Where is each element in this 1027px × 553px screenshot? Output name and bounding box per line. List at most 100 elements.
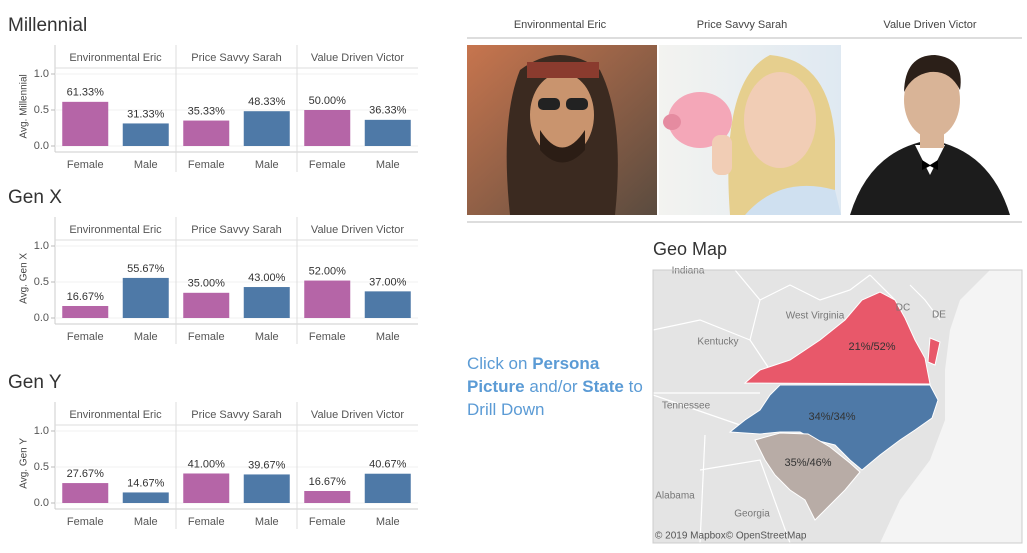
place-label: DE [932,310,946,321]
place-label: Kentucky [697,337,738,348]
map-frame [652,269,1023,544]
instruction-part: Drill Down [467,400,544,419]
value-label: 39.67% [248,459,286,471]
bar [62,305,109,318]
x-tick-label: Male [134,159,158,171]
persona-picture[interactable] [843,45,1022,215]
value-label: 52.00% [309,265,347,277]
y-tick-label: 1.0 [34,240,49,252]
y-tick-label: 0.5 [34,461,49,473]
persona-label[interactable]: Value Driven Victor [883,19,976,31]
value-label: 35.00% [188,278,226,290]
state-label: 35%/46% [784,457,831,469]
bar [122,277,169,318]
value-label: 16.67% [67,291,105,303]
panel-header: Environmental Eric [69,52,162,64]
instruction-part: to [624,377,643,396]
x-tick-label: Male [376,159,400,171]
value-label: 35.33% [188,105,226,117]
x-tick-label: Male [255,331,279,343]
value-label: 41.00% [188,458,226,470]
map-attribution: © 2019 Mapbox© OpenStreetMap [655,531,807,542]
x-tick-label: Female [309,516,346,528]
bar [243,474,290,503]
instruction-part: Persona [532,354,600,373]
panel-header: Environmental Eric [69,224,162,236]
y-tick-label: 0.0 [34,140,49,152]
value-label: 27.67% [67,468,105,480]
bar [62,483,109,503]
value-label: 40.67% [369,459,407,471]
value-label: 36.33% [369,105,407,117]
x-tick-label: Female [188,516,225,528]
state[interactable] [754,432,861,521]
bar [304,490,351,503]
state[interactable] [743,291,931,385]
y-tick-label: 1.0 [34,425,49,437]
y-axis-label: Avg. Millennial [19,74,30,138]
state[interactable] [927,337,941,366]
x-tick-label: Female [67,159,104,171]
value-label: 50.00% [309,95,347,107]
place-label: Alabama [655,491,695,502]
place-label: Georgia [734,509,770,520]
chart-title: Gen Y [8,372,62,393]
persona-picture[interactable] [659,45,841,215]
bar [304,280,351,318]
bar [183,120,230,146]
chart-title: Gen X [8,187,62,208]
panel-header: Environmental Eric [69,409,162,421]
chart-title: Millennial [8,15,87,36]
y-tick-label: 0.5 [34,104,49,116]
bar [304,110,351,146]
x-tick-label: Male [255,159,279,171]
x-tick-label: Female [188,159,225,171]
bar [122,123,169,146]
x-tick-label: Female [188,331,225,343]
x-tick-label: Male [376,516,400,528]
bar [364,473,411,503]
x-tick-label: Female [67,331,104,343]
instruction-part: Picture [467,377,525,396]
persona-picture[interactable] [467,45,657,215]
persona-label[interactable]: Price Savvy Sarah [697,19,787,31]
y-tick-label: 0.0 [34,497,49,509]
value-label: 14.67% [127,477,165,489]
instruction-part: Click on [467,354,532,373]
instruction: Click on Persona Picture and/or State to D… [467,354,643,419]
place-label: Tennessee [662,401,711,412]
persona-label[interactable]: Environmental Eric [514,19,607,31]
y-axis-label: Avg. Gen Y [19,438,30,489]
bar [183,292,230,318]
x-tick-label: Male [134,331,158,343]
panel-header: Value Driven Victor [311,409,404,421]
y-axis-label: Avg. Gen X [19,253,30,304]
y-tick-label: 0.5 [34,276,49,288]
bar [122,492,169,503]
value-label: 16.67% [309,476,347,488]
x-tick-label: Female [309,159,346,171]
state-label: 21%/52% [848,341,895,353]
value-label: 48.33% [248,96,286,108]
x-tick-label: Female [309,331,346,343]
y-tick-label: 1.0 [34,68,49,80]
bar [364,119,411,146]
panel-header: Value Driven Victor [311,52,404,64]
state-label: 34%/34% [808,411,855,423]
value-label: 55.67% [127,263,165,275]
instruction-part: and/or [525,377,583,396]
x-tick-label: Male [134,516,158,528]
x-tick-label: Female [67,516,104,528]
state[interactable] [728,384,939,471]
geo-map [653,270,1022,543]
panel-header: Price Savvy Sarah [191,409,281,421]
value-label: 43.00% [248,272,286,284]
map-title: Geo Map [653,239,727,259]
bar [243,111,290,146]
bar [364,291,411,318]
value-label: 31.33% [127,108,165,120]
y-tick-label: 0.0 [34,312,49,324]
panel-header: Value Driven Victor [311,224,404,236]
panel-header: Price Savvy Sarah [191,52,281,64]
